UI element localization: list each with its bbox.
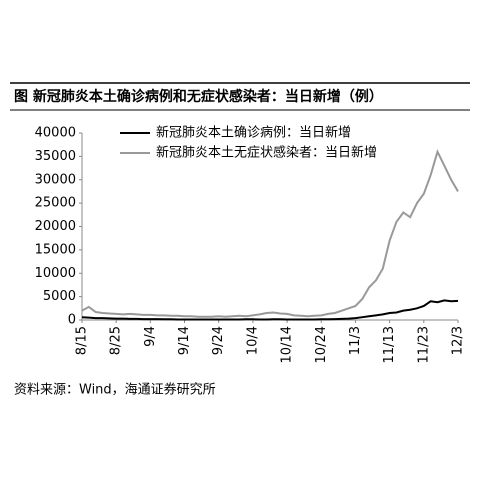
x-tick-label: 11/3: [348, 326, 363, 355]
y-tick-label: 0: [68, 313, 76, 328]
x-tick-label: 11/13: [382, 326, 397, 363]
x-tick-label: 10/14: [280, 326, 295, 363]
y-tick-label: 15000: [35, 242, 76, 257]
x-tick-label: 9/24: [211, 326, 226, 355]
y-tick-label: 5000: [43, 289, 76, 304]
x-tick-label: 8/15: [75, 326, 90, 355]
y-tick-label: 40000: [35, 126, 76, 141]
legend-label: 新冠肺炎本土无症状感染者：当日新增: [156, 145, 377, 161]
y-tick-label: 10000: [35, 266, 76, 281]
y-tick-label: 35000: [35, 149, 76, 164]
source-note: 资料来源：Wind，海通证券研究所: [14, 382, 216, 398]
y-tick-label: 30000: [35, 172, 76, 187]
x-tick-label: 8/25: [109, 326, 124, 355]
y-tick-label: 25000: [35, 196, 76, 211]
x-tick-label: 10/4: [245, 326, 260, 355]
series-line: [81, 299, 459, 321]
y-tick-label: 20000: [35, 219, 76, 234]
chart-title: 图 新冠肺炎本土确诊病例和无症状感染者：当日新增（例）: [14, 88, 383, 105]
x-tick-label: 9/14: [177, 326, 192, 355]
series-line: [81, 148, 459, 318]
x-tick-label: 11/23: [416, 326, 431, 363]
x-tick-label: 9/4: [143, 326, 158, 347]
x-tick-label: 10/24: [314, 326, 329, 363]
x-tick-label: 12/3: [451, 326, 466, 355]
legend-label: 新冠肺炎本土确诊病例：当日新增: [156, 125, 351, 141]
